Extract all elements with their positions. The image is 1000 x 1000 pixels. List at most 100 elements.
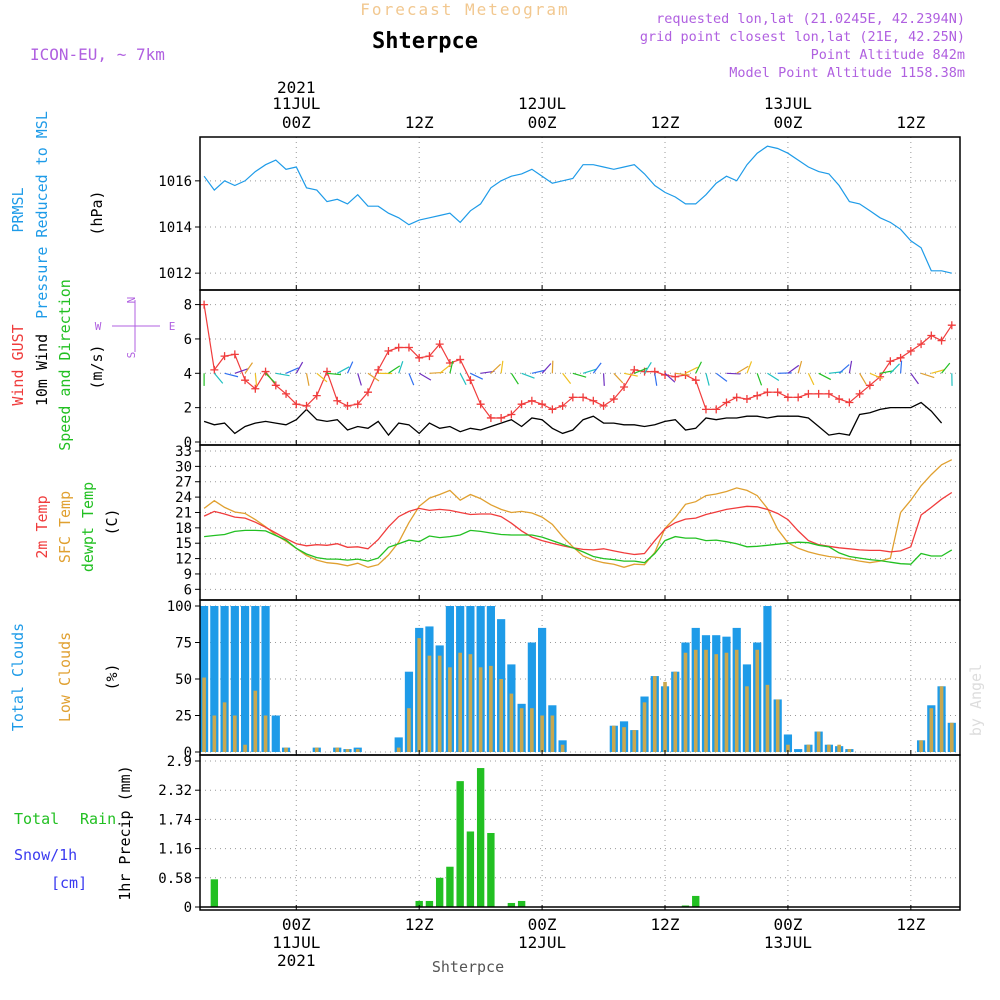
y-tick-label: 25 — [175, 709, 192, 725]
gust-marker — [855, 389, 864, 398]
wind-direction-arrow — [531, 369, 546, 374]
wind-direction-arrow — [572, 372, 587, 378]
precip-bar — [425, 900, 434, 907]
compass-e: E — [169, 320, 176, 333]
y-tick-label: 9 — [184, 567, 192, 583]
compass-w: W — [95, 320, 102, 333]
top-time-label: 12JUL — [518, 94, 566, 113]
y-tick-label: 21 — [175, 505, 192, 521]
top-time-label: 00Z — [528, 113, 557, 132]
wind-direction-arrow — [644, 361, 652, 374]
footer-location: Shterpce — [432, 958, 504, 976]
wind-direction-arrow — [521, 372, 535, 379]
wind-direction-arrow — [869, 372, 883, 380]
total-cloud-bar — [538, 627, 547, 752]
gust-marker — [927, 331, 936, 340]
temp-unit-label: (C) — [103, 508, 121, 535]
y-tick-label: 4 — [184, 366, 192, 382]
y-tick-label: 15 — [175, 536, 192, 552]
wind-direction-arrow — [910, 372, 919, 385]
wind-direction-arrow — [254, 373, 258, 386]
gust-marker — [947, 321, 956, 330]
snow-unit-label: [cm] — [51, 874, 87, 892]
gust-marker — [220, 352, 229, 361]
gust-marker — [476, 400, 485, 409]
rain-label: Rain — [80, 810, 116, 828]
total-cloud-bar — [794, 749, 803, 752]
low-cloud-bar — [950, 722, 954, 752]
precip-bar — [210, 879, 219, 907]
bottom-time-label: 12Z — [405, 915, 434, 934]
top-time-label: 13JUL — [764, 94, 812, 113]
low-cloud-bar — [837, 744, 841, 752]
y-tick-label: 1.16 — [158, 842, 192, 858]
wind-direction-arrow — [859, 372, 867, 385]
low-cloud-bar — [714, 654, 719, 752]
y-tick-label: 6 — [184, 332, 192, 348]
gust-marker — [517, 400, 526, 409]
total-cloud-bar — [763, 606, 772, 752]
gust-marker — [456, 355, 465, 364]
gust-marker — [609, 395, 618, 404]
y-tick-label: 1.74 — [158, 812, 192, 828]
low-cloud-bar — [652, 676, 657, 752]
pressure-unit-label: (hPa) — [88, 190, 106, 235]
precip-bar — [466, 831, 475, 907]
gust-marker — [548, 405, 557, 414]
product-title: Forecast Meteogram — [360, 0, 569, 19]
total-cloud-bar — [210, 606, 219, 752]
gust-marker — [343, 401, 352, 410]
gust-marker — [579, 393, 588, 402]
low-cloud-bar — [745, 686, 749, 752]
gust-marker — [589, 396, 598, 405]
point-altitude: Point Altitude 842m — [811, 47, 965, 63]
low-cloud-bar — [816, 731, 821, 752]
low-cloud-bar — [519, 708, 524, 752]
sfc-label: SFC Temp — [56, 491, 74, 563]
wind-direction-arrow — [685, 366, 699, 374]
credit: by Angel — [967, 664, 985, 736]
top-time-label: 00Z — [773, 113, 802, 132]
wind-direction-arrow — [695, 361, 702, 374]
low-cloud-bar — [734, 649, 739, 752]
wind-direction-arrow — [408, 373, 415, 386]
wind-direction-arrow — [449, 360, 454, 374]
low-cloud-bar — [775, 699, 780, 752]
gust-marker — [865, 381, 874, 390]
gust-marker — [333, 396, 342, 405]
cloud-unit-label: (%) — [103, 663, 121, 690]
low-cloud-bar — [478, 667, 483, 752]
dewpt-line — [204, 529, 953, 565]
low-cloud-bar — [233, 715, 237, 752]
gust-marker — [712, 405, 721, 414]
low-cloud-bar — [611, 725, 616, 752]
panel-frame — [199, 754, 961, 911]
y-tick-label: 2 — [184, 401, 192, 417]
gust-marker — [783, 393, 792, 402]
gust-marker — [527, 396, 536, 405]
requested-coords: requested lon,lat (21.0245E, 42.2394N) — [656, 11, 965, 27]
low-cloud-bar — [929, 708, 934, 752]
low-cloud-bar — [355, 749, 360, 752]
wind-direction-arrow — [838, 364, 850, 374]
total-cloud-label: Total Clouds — [9, 623, 27, 731]
y-tick-label: 50 — [175, 672, 192, 688]
y-tick-label: 27 — [175, 475, 192, 491]
low-cloud-bar — [786, 744, 790, 752]
gust-marker — [384, 346, 393, 355]
model-label: ICON-EU, ~ 7km — [30, 45, 165, 64]
gust-marker — [937, 336, 946, 345]
top-time-label: 12Z — [405, 113, 434, 132]
gust-marker — [814, 389, 823, 398]
precip-bar — [435, 877, 444, 907]
low-cloud-bar — [673, 671, 678, 752]
wind-desc-label: Speed and Direction — [56, 279, 74, 451]
low-cloud-bar — [427, 655, 432, 752]
low-cloud-bar — [437, 655, 442, 752]
low-cloud-bar — [458, 652, 462, 752]
total-cloud-bar — [783, 734, 793, 752]
precip-bar — [446, 866, 454, 907]
wind-unit-label: (m/s) — [88, 344, 106, 389]
tick-labels: 1012101410160246869121518212427303302550… — [158, 174, 192, 916]
total-cloud-bar — [240, 606, 250, 752]
